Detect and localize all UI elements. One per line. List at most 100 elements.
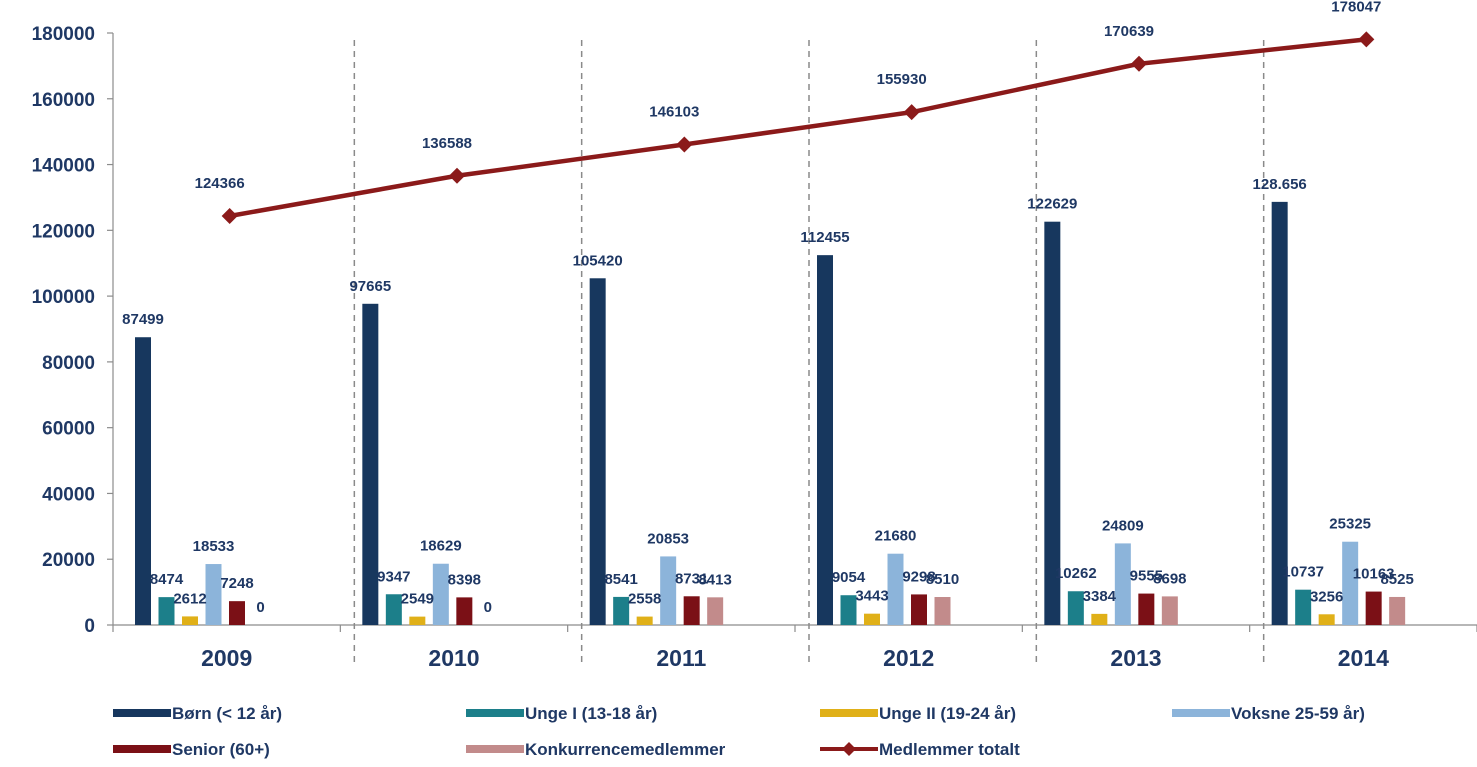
bar: [409, 616, 426, 625]
x-tick-label: 2013: [1110, 645, 1161, 671]
legend-swatch: [1172, 709, 1230, 717]
bar-data-label: 8698: [1153, 570, 1186, 587]
bar-data-label: 2558: [628, 591, 661, 608]
legend-swatch: [113, 709, 171, 717]
total-line-marker: [449, 167, 465, 184]
bar-data-label: 25325: [1329, 516, 1371, 533]
bar-data-label: 9347: [377, 568, 410, 585]
bar-data-label: 18629: [420, 538, 462, 555]
bar: [660, 556, 677, 625]
bar-data-label: 8510: [926, 571, 959, 588]
bar-data-label: 9054: [832, 569, 866, 586]
axes: 0 20000 40000 60000 80000 100000 120000 140000 1…: [32, 24, 1477, 671]
legend-swatch: [113, 745, 171, 753]
bar-data-label: 105420: [573, 252, 623, 269]
bar: [636, 616, 653, 625]
bar-data-label: 24809: [1102, 517, 1144, 534]
y-tick-label: 0: [84, 616, 95, 637]
bar-data-label: 18533: [193, 538, 235, 555]
bar-data-label: 2612: [173, 590, 206, 607]
bar-data-label: 112455: [800, 229, 849, 246]
bar: [135, 337, 151, 625]
line-data-label: 155930: [877, 71, 927, 88]
legend: Børn (< 12 år) Unge I (13-18 år) Unge II (…: [113, 704, 1365, 759]
bar: [1271, 201, 1288, 625]
bar-data-label: 0: [484, 599, 492, 616]
bar: [1044, 221, 1061, 626]
bar: [934, 597, 951, 625]
line-data-label: 146103: [649, 103, 699, 120]
bar: [1138, 593, 1155, 625]
bar: [1318, 614, 1335, 625]
legend-swatch: [820, 709, 878, 717]
x-tick-label: 2010: [428, 645, 479, 671]
bar-data-label: 0: [256, 599, 264, 616]
legend-swatch: [466, 745, 524, 753]
total-line-marker: [676, 136, 693, 153]
bar: [817, 255, 833, 625]
legend-label: Senior (60+): [172, 740, 270, 759]
legend-label: Unge I (13-18 år): [525, 704, 657, 723]
bar: [864, 613, 880, 625]
bar-data-label: 8541: [604, 571, 637, 588]
total-line-marker: [903, 104, 920, 121]
line-data-label: 136588: [422, 135, 472, 152]
y-tick-label: 120000: [32, 221, 95, 242]
legend-label: Børn (< 12 år): [172, 704, 282, 723]
bar: [1389, 596, 1406, 625]
bar: [1067, 591, 1084, 625]
bar: [1114, 543, 1131, 625]
line-data-label: 178047: [1331, 0, 1381, 15]
bar: [385, 594, 402, 625]
bar-data-label: 10163: [1353, 566, 1395, 583]
y-tick-label: 60000: [42, 419, 95, 440]
legend-label: Unge II (19-24 år): [879, 704, 1016, 723]
year-separators: [353, 40, 1265, 665]
y-tick-label: 100000: [32, 287, 95, 308]
bar: [887, 553, 904, 625]
bar-data-label: 8474: [150, 571, 184, 588]
bar-data-label: 8398: [448, 571, 481, 588]
y-tick-label: 20000: [42, 550, 95, 571]
bar: [840, 595, 857, 625]
y-tick-label: 180000: [32, 24, 95, 45]
bar-data-label: 8413: [698, 571, 731, 588]
bar: [589, 278, 606, 625]
bar: [362, 303, 379, 625]
bar-data-label: 10737: [1282, 564, 1324, 581]
bar-data-label: 3443: [855, 588, 888, 605]
x-tick-label: 2009: [201, 645, 252, 671]
bar: [432, 563, 449, 625]
line-data-label: 124366: [195, 175, 245, 192]
bar-data-label: 8731: [675, 570, 708, 587]
y-tick-label: 40000: [42, 484, 95, 505]
bar-data-label: 9298: [902, 568, 935, 585]
y-tick-label: 160000: [32, 90, 95, 111]
legend-label: Medlemmer totalt: [879, 740, 1020, 759]
bar: [182, 616, 198, 625]
bar: [1342, 541, 1359, 625]
bar: [229, 601, 245, 625]
bar: [613, 596, 630, 625]
bar-data-label: 7248: [220, 575, 253, 592]
legend-label: Konkurrencemedlemmer: [525, 740, 726, 759]
bar-data-label: 8525: [1380, 571, 1413, 588]
total-line-path: [229, 37, 1367, 219]
bar-data-label: 87499: [122, 311, 164, 328]
bar-data-label: 97665: [349, 278, 391, 295]
bar-data-label: 122629: [1027, 196, 1077, 213]
bar: [158, 597, 175, 625]
bar-data-label: 3384: [1083, 588, 1117, 605]
x-tick-label: 2011: [656, 645, 706, 671]
total-line: [221, 31, 1375, 224]
bar: [707, 597, 724, 625]
bar-data-label: 128.656: [1253, 176, 1307, 193]
bar-data-label: 9555: [1130, 568, 1163, 585]
total-line-marker: [221, 207, 238, 224]
bar: [911, 594, 927, 625]
bars: [135, 201, 1406, 626]
bar-data-label: 21680: [875, 528, 917, 545]
bar-data-label: 10262: [1055, 565, 1097, 582]
